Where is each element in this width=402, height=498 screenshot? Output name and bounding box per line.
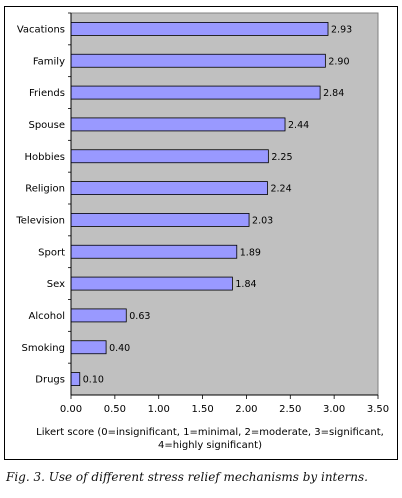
- category-label: Smoking: [22, 343, 65, 354]
- x-tick-label: 2.00: [235, 404, 257, 415]
- category-label: Friends: [29, 88, 65, 99]
- data-label: 2.44: [288, 120, 309, 131]
- category-label: Spouse: [28, 120, 65, 131]
- data-label: 2.03: [252, 215, 273, 226]
- data-label: 2.24: [270, 184, 291, 195]
- x-axis-title: Likert score (0=insignificant, 1=minimal…: [36, 427, 384, 451]
- bar: [70, 308, 127, 323]
- category-label: Television: [15, 215, 65, 226]
- bar: [70, 276, 233, 291]
- data-label: 0.63: [129, 311, 150, 322]
- data-label: 0.10: [83, 375, 104, 386]
- bar: [70, 53, 326, 68]
- x-tick-label: 3.00: [323, 404, 345, 415]
- plot-area: [70, 12, 379, 396]
- bar: [70, 372, 81, 386]
- category-label: Hobbies: [25, 152, 65, 163]
- x-tick-label: 0.50: [104, 404, 126, 415]
- bar: [70, 149, 269, 164]
- bar: [70, 22, 329, 36]
- data-label: 1.89: [240, 247, 261, 258]
- category-label: Sport: [38, 247, 65, 258]
- bar: [70, 117, 286, 132]
- bar: [70, 85, 321, 100]
- x-tick-label: 3.50: [367, 404, 389, 415]
- x-tick-label: 1.00: [148, 404, 170, 415]
- figure-caption: Fig. 3. Use of different stress relief m…: [6, 470, 368, 484]
- bar: [70, 181, 268, 195]
- category-label: Religion: [25, 184, 65, 195]
- x-tick-label: 2.50: [279, 404, 301, 415]
- bar: [70, 340, 107, 355]
- category-label: Vacations: [17, 24, 65, 35]
- category-label: Sex: [47, 279, 65, 290]
- bar: [70, 213, 250, 227]
- category-label: Drugs: [35, 375, 65, 386]
- data-label: 2.84: [323, 88, 344, 99]
- data-label: 2.90: [328, 56, 349, 67]
- data-label: 2.25: [271, 152, 292, 163]
- x-tick-label: 0.00: [60, 404, 82, 415]
- data-label: 0.40: [109, 343, 130, 354]
- data-label: 2.93: [331, 24, 352, 35]
- x-tick-label: 1.50: [191, 404, 213, 415]
- data-label: 1.84: [235, 279, 256, 290]
- category-label: Family: [33, 56, 65, 67]
- category-label: Alcohol: [29, 311, 65, 322]
- bar: [70, 244, 238, 259]
